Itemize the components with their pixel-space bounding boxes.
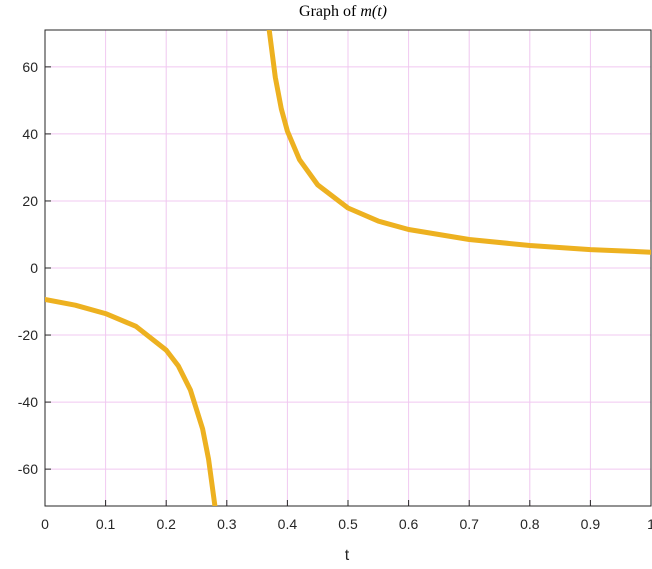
y-tick-label: -20 [18,327,38,343]
x-tick-label: 1 [647,516,652,532]
x-tick-label: 0.5 [338,516,358,532]
x-tick-label: 0.3 [217,516,237,532]
x-tick-label: 0.1 [96,516,116,532]
y-tick-label: 60 [22,59,38,75]
series-line-segment [266,30,651,255]
y-tick-label: -60 [18,461,38,477]
x-tick-label: 0.2 [156,516,176,532]
x-axis-label: t [345,547,350,564]
x-tick-label: 0.9 [581,516,601,532]
chart-title: Graph of m(t) [299,3,387,20]
y-tick-label: 20 [22,193,38,209]
y-tick-label: 0 [30,260,38,276]
x-tick-label: 0.8 [520,516,540,532]
x-tick-label: 0.6 [399,516,419,532]
x-tick-label: 0.4 [278,516,298,532]
y-tick-label: -40 [18,394,38,410]
x-tick-label: 0 [41,516,49,532]
series-line-segment [45,297,218,506]
x-tick-label: 0.7 [459,516,479,532]
y-tick-label: 40 [22,126,38,142]
